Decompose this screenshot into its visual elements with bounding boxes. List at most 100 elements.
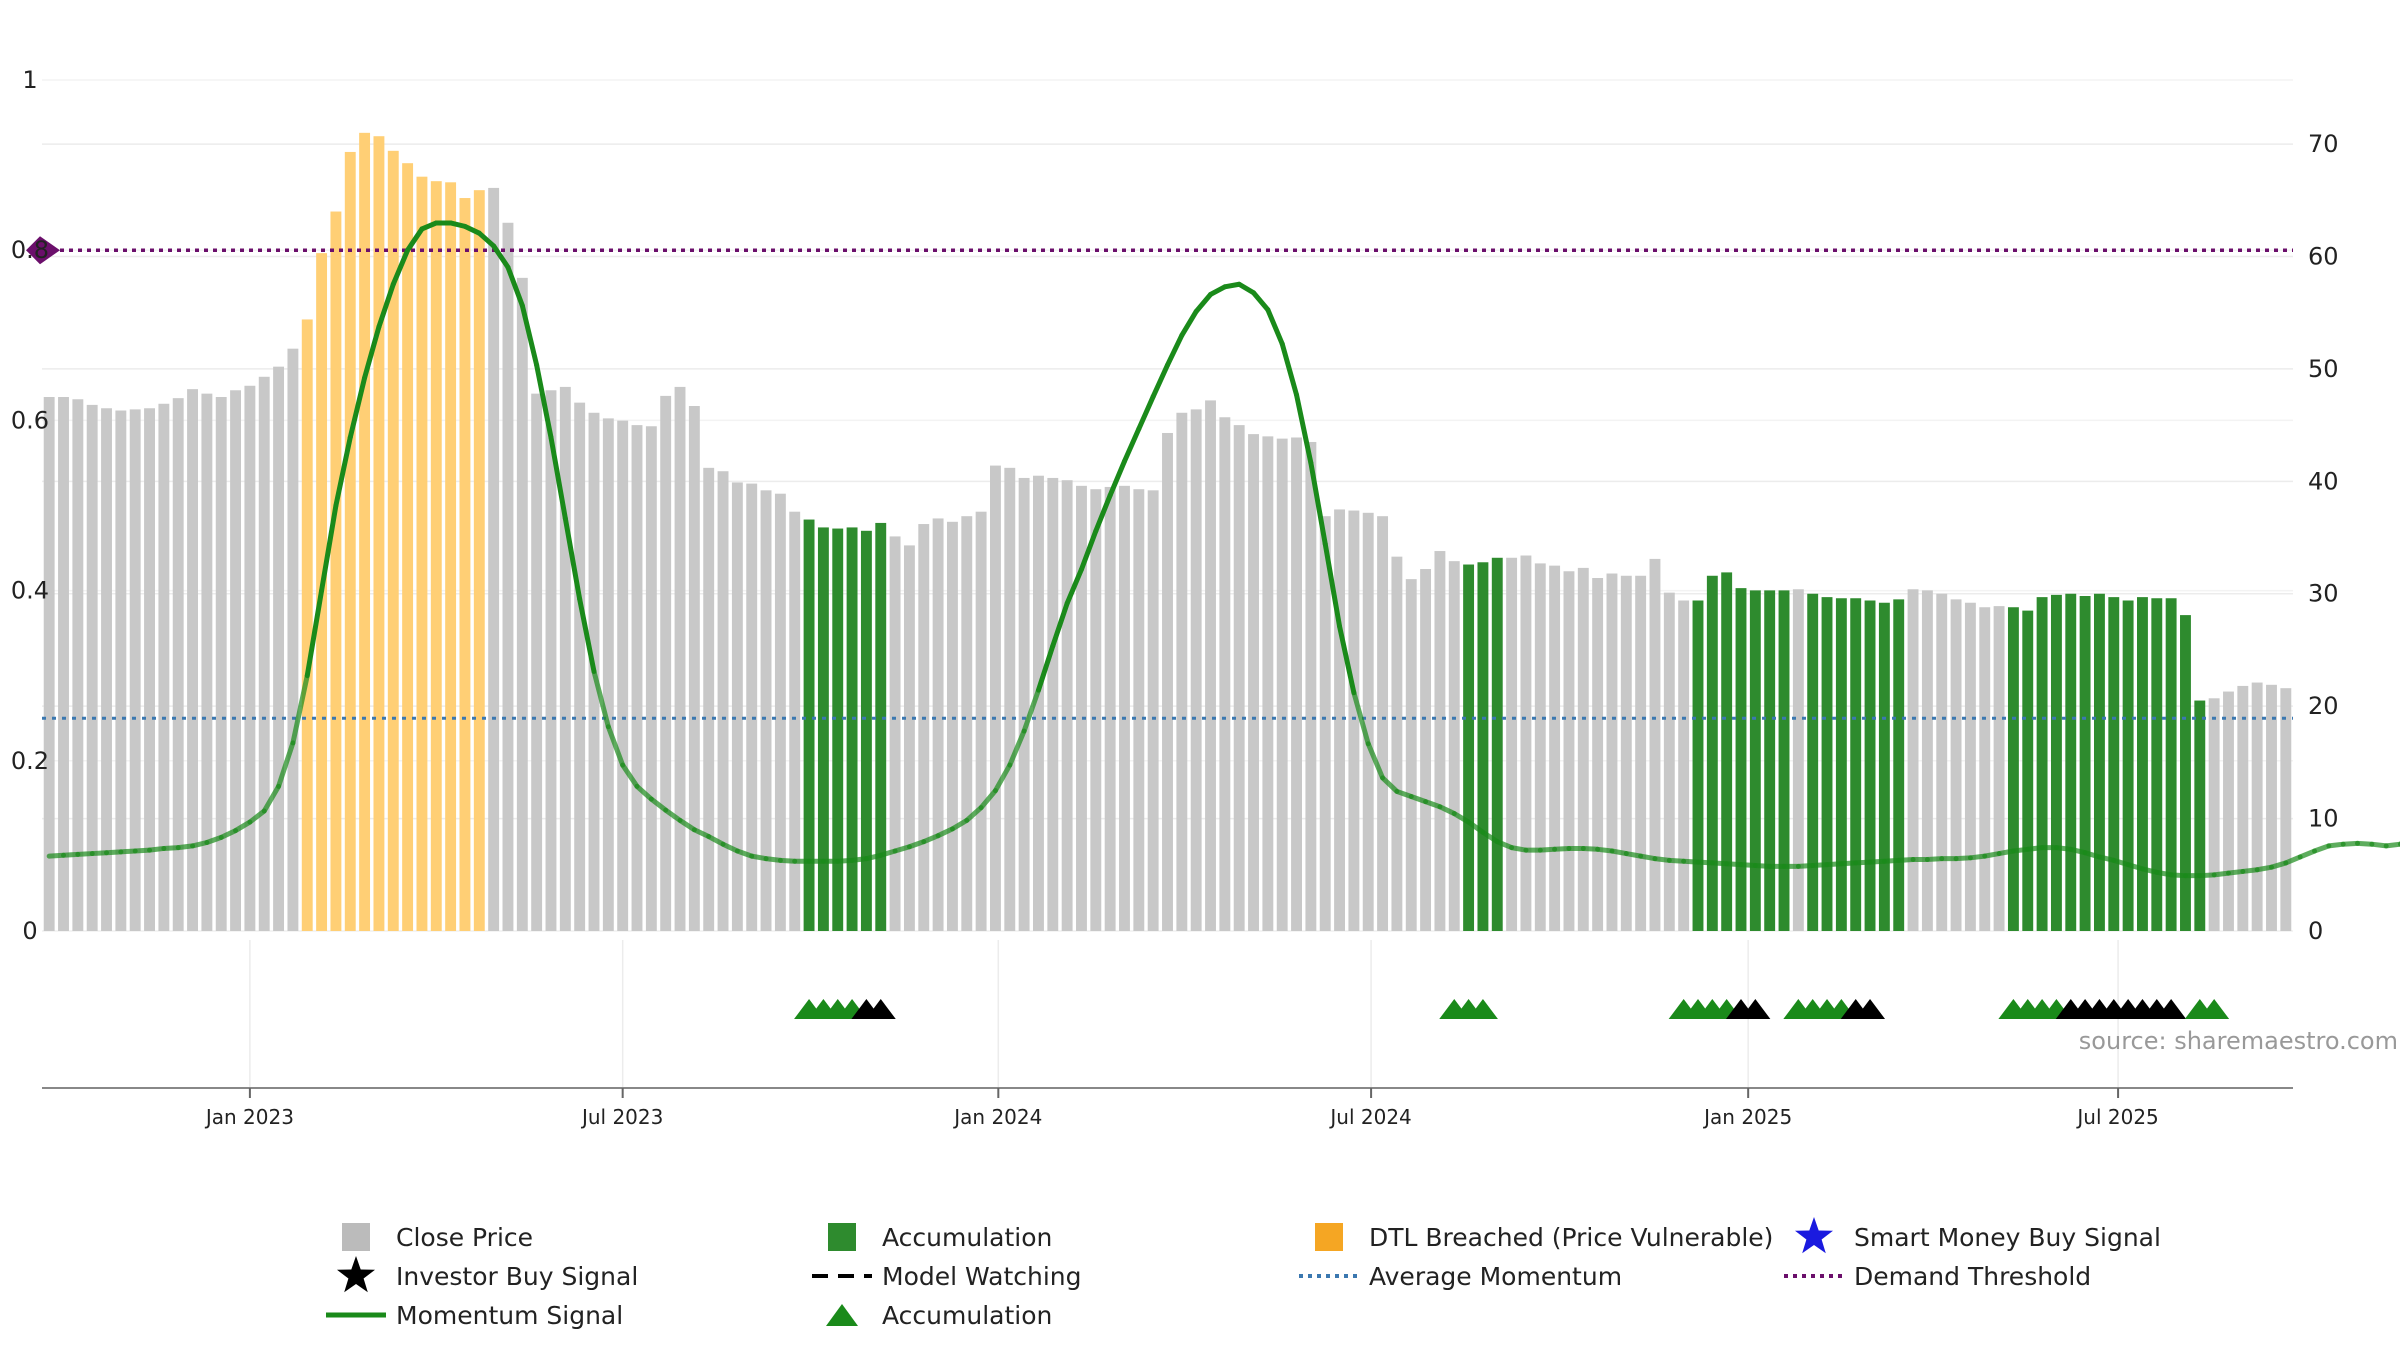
momentum-segment [663, 807, 683, 823]
momentum-segment [247, 808, 267, 825]
price-bar [1936, 593, 1948, 931]
price-bar [918, 524, 930, 931]
price-bar [602, 418, 614, 932]
price-bar [2137, 597, 2148, 931]
price-bar [1004, 467, 1016, 931]
price-bar [1119, 485, 1130, 931]
price-bar [1692, 600, 1704, 931]
investor-triangle-marker [865, 999, 896, 1019]
momentum-segment [1021, 687, 1041, 734]
momentum-segment [1236, 281, 1257, 296]
momentum-segment [376, 281, 396, 330]
left-axis-tick-label: 0.2 [11, 747, 49, 775]
momentum-segment [1380, 775, 1400, 794]
price-bar [1233, 425, 1245, 931]
momentum-segment [1494, 839, 1515, 851]
momentum-segment [319, 503, 339, 594]
price-bar [445, 182, 457, 931]
momentum-segment [1480, 829, 1500, 845]
momentum-segment [290, 673, 310, 746]
legend-label: Accumulation [882, 1223, 1052, 1252]
price-bar [2251, 682, 2263, 931]
bars-layer [43, 132, 2292, 932]
price-bar [1319, 516, 1331, 931]
legend-label: Investor Buy Signal [396, 1262, 638, 1291]
price-bar [703, 467, 715, 931]
right-axis-tick-label: 0 [2308, 917, 2323, 945]
momentum-segment [964, 805, 984, 823]
price-bar [502, 222, 514, 931]
right-axis-tick-label: 60 [2308, 242, 2339, 270]
left-axis-tick-label: 0 [22, 917, 37, 945]
price-bar [1362, 512, 1374, 931]
price-bar [1649, 558, 1661, 931]
price-bar [1434, 551, 1446, 931]
momentum-segment [218, 828, 239, 840]
price-bar [58, 397, 69, 931]
legend-square-icon [828, 1223, 856, 1251]
price-bar [2022, 610, 2034, 931]
momentum-segment [677, 817, 697, 833]
momentum-segment [691, 827, 712, 840]
markers-layer [794, 999, 2230, 1019]
momentum-segment [1265, 307, 1285, 347]
momentum-segment [591, 668, 611, 730]
momentum-segment [1466, 819, 1486, 835]
momentum-segment [648, 796, 669, 813]
price-bar [1735, 588, 1747, 931]
legend-item: Investor Buy Signal [337, 1256, 638, 1293]
time-axis-tick-label: Jul 2025 [2075, 1105, 2158, 1129]
momentum-segment [1136, 394, 1156, 432]
momentum-segment [405, 226, 425, 253]
legend-layer: Close Price Accumulation DTL Breached (Pri… [326, 1217, 2161, 1330]
momentum-segment [362, 324, 382, 381]
left-axis-tick-label: 1 [22, 66, 37, 94]
price-bar [1721, 572, 1733, 931]
time-axis-tick-label: Jul 2023 [580, 1105, 663, 1129]
momentum-segment [2383, 841, 2400, 849]
price-bar [1520, 555, 1532, 931]
momentum-segment [1251, 290, 1271, 313]
price-bar [488, 187, 500, 931]
momentum-segment [605, 724, 626, 768]
momentum-segment [620, 762, 640, 789]
price-bar [72, 399, 84, 932]
momentum-segment [304, 588, 325, 679]
legend-item: DTL Breached (Price Vulnerable) [1315, 1223, 1773, 1252]
momentum-segment [992, 762, 1013, 794]
price-bar [932, 518, 944, 931]
price-bar [746, 483, 758, 931]
price-bar [2036, 597, 2048, 931]
legend-label: Demand Threshold [1854, 1262, 2091, 1291]
legend-label: Smart Money Buy Signal [1854, 1223, 2161, 1252]
price-bar [2093, 593, 2105, 931]
price-bar [158, 403, 170, 931]
price-bar [1663, 592, 1675, 931]
momentum-segment [1035, 643, 1056, 693]
price-bar [287, 348, 299, 931]
price-bar [1090, 489, 1102, 931]
price-bar [387, 150, 399, 931]
price-bar [459, 198, 471, 931]
price-bar [215, 397, 227, 931]
price-bar [1850, 598, 1862, 931]
momentum-segment [519, 303, 540, 368]
price-bar [1219, 417, 1231, 931]
price-bar [559, 386, 571, 931]
lines-layer [26, 220, 2400, 879]
legend-item: Smart Money Buy Signal [1795, 1217, 2161, 1254]
legend-item: Accumulation [826, 1301, 1052, 1330]
momentum-segment [1165, 332, 1185, 368]
price-bar [1176, 412, 1188, 931]
price-bar [1477, 562, 1489, 931]
price-bar [1821, 597, 1833, 931]
price-bar [860, 530, 872, 931]
momentum-segment [906, 839, 927, 850]
price-bar [846, 527, 858, 931]
momentum-segment [1208, 284, 1228, 297]
price-bar [1864, 600, 1876, 931]
price-bar [1147, 490, 1159, 931]
left-axis-tick-label: 0.6 [11, 406, 49, 434]
price-bar [1979, 607, 1991, 931]
momentum-segment [2297, 848, 2318, 860]
